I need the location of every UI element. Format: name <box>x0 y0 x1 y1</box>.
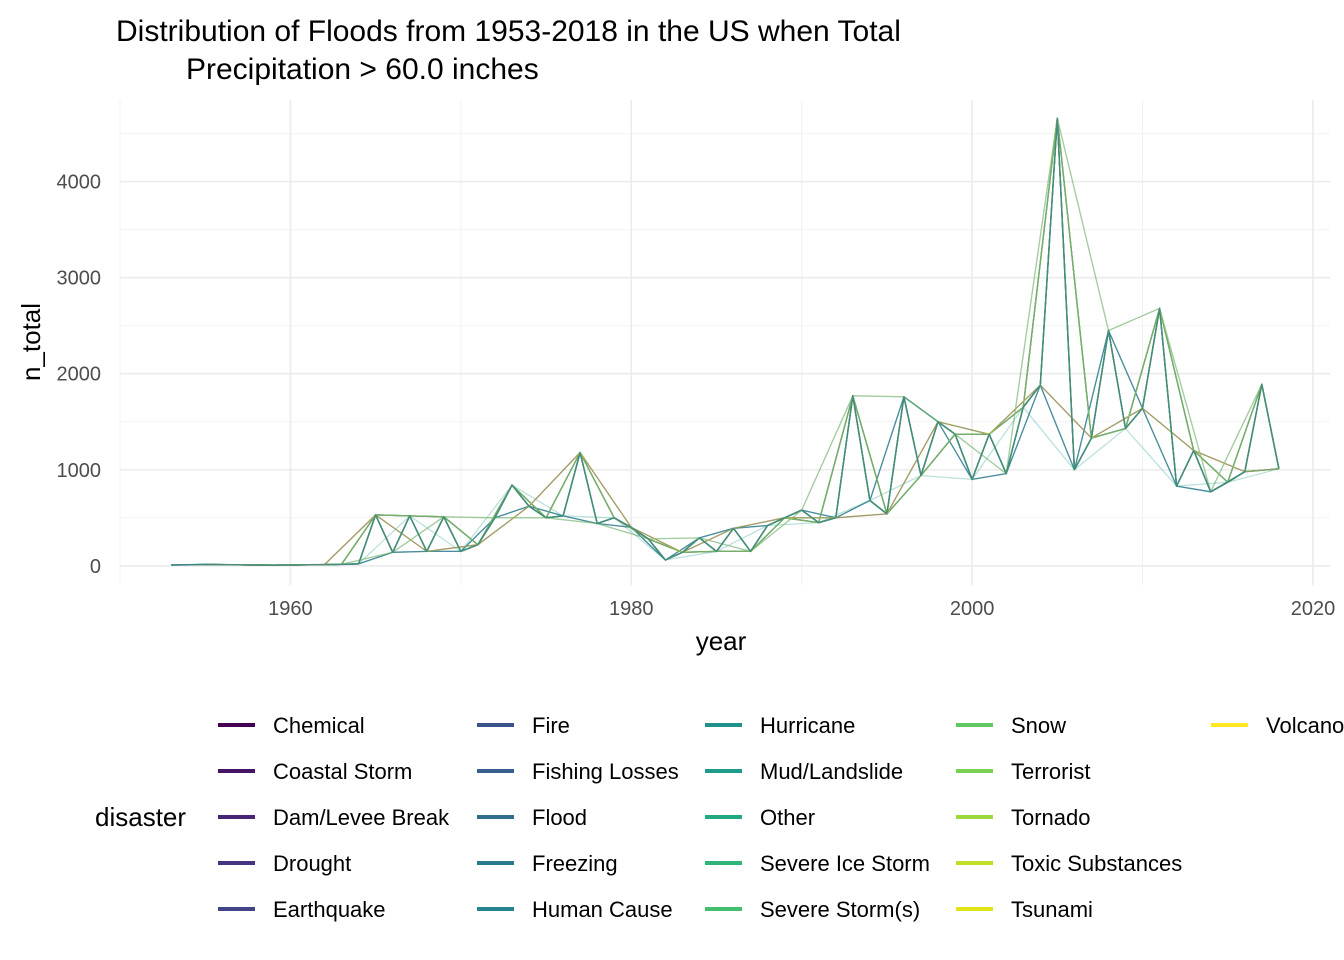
series-line-fishing-losses <box>222 117 1280 566</box>
legend-label: Fishing Losses <box>532 759 679 784</box>
legend-label: Drought <box>273 851 351 876</box>
y-tick-label: 1000 <box>57 460 102 482</box>
series-layer <box>171 117 1280 566</box>
tick-layer: 1960 1980 2000 2020 0 1000 2000 3000 4000 <box>57 172 1336 620</box>
legend-label: Tsunami <box>1011 897 1093 922</box>
series-line-severe-ice-storm <box>256 117 1280 566</box>
chart-title-line1: Distribution of Floods from 1953-2018 in… <box>116 15 901 48</box>
series-line-earthquake <box>222 329 1279 566</box>
legend-title: disaster <box>95 802 186 832</box>
x-tick-label: 2020 <box>1291 598 1336 620</box>
series-line-dam-levee-break <box>205 117 1280 566</box>
series-line-other <box>171 117 1280 566</box>
legend-label: Coastal Storm <box>273 759 412 784</box>
legend-label: Tornado <box>1011 805 1091 830</box>
series-line-severe-storm-s- <box>205 117 1280 566</box>
series-line-tsunami <box>171 384 1279 566</box>
legend-label: Snow <box>1011 713 1066 738</box>
legend-label: Flood <box>532 805 587 830</box>
series-line-human-cause <box>222 329 1279 566</box>
y-tick-label: 3000 <box>57 268 102 290</box>
series-line-toxic-substances <box>222 117 1280 566</box>
legend-label: Freezing <box>532 851 618 876</box>
legend-label: Earthquake <box>273 897 386 922</box>
series-line-hurricane <box>188 117 1280 566</box>
legend-label: Fire <box>532 713 570 738</box>
series-line-fire <box>188 117 1280 566</box>
legend-label: Toxic Substances <box>1011 851 1182 876</box>
legend-label: Volcano <box>1266 713 1344 738</box>
series-line-snow <box>239 117 1280 566</box>
legend-label: Severe Storm(s) <box>760 897 920 922</box>
legend-label: Other <box>760 805 815 830</box>
legend: Chemical Coastal Storm Dam/Levee Break Drou… <box>218 713 1344 922</box>
x-axis-title: year <box>696 626 747 656</box>
series-line-total <box>171 117 1280 566</box>
series-line-flood <box>205 117 1280 566</box>
y-axis-title: n_total <box>16 303 46 381</box>
x-tick-label: 1980 <box>609 598 654 620</box>
y-tick-label: 4000 <box>57 172 102 194</box>
series-line-chemical <box>205 117 1280 566</box>
series-line-tornado <box>205 117 1280 566</box>
series-line-freezing <box>239 117 1280 566</box>
legend-label: Hurricane <box>760 713 855 738</box>
chart-title-line2: Precipitation > 60.0 inches <box>186 53 539 86</box>
legend-label: Human Cause <box>532 897 673 922</box>
series-line-volcano <box>205 117 1280 566</box>
y-tick-label: 2000 <box>57 364 102 386</box>
legend-label: Severe Ice Storm <box>760 851 930 876</box>
legend-label: Mud/Landslide <box>760 759 903 784</box>
series-line-terrorist <box>188 117 1280 566</box>
y-tick-label: 0 <box>90 556 101 578</box>
x-tick-label: 1960 <box>268 598 313 620</box>
series-line-mud-landslide <box>256 406 1280 566</box>
x-tick-label: 2000 <box>950 598 995 620</box>
legend-label: Dam/Levee Break <box>273 805 450 830</box>
series-line-drought <box>171 384 1279 566</box>
legend-label: Terrorist <box>1011 759 1090 784</box>
grid-layer <box>119 100 1330 585</box>
legend-label: Chemical <box>273 713 365 738</box>
